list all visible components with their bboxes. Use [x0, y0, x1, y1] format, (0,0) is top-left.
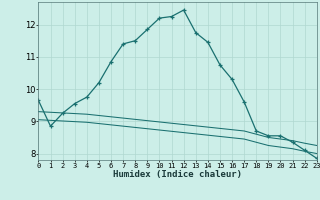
- X-axis label: Humidex (Indice chaleur): Humidex (Indice chaleur): [113, 170, 242, 179]
